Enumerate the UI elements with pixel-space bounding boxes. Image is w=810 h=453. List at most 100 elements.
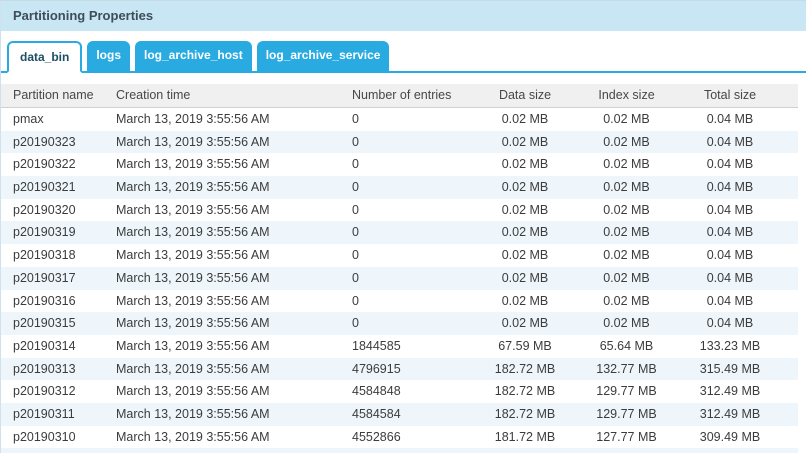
table-row: p20190321 March 13, 2019 3:55:56 AM 0 0.…: [1, 176, 798, 199]
data-size-cell: 67.59 MB: [498, 338, 552, 353]
column-header-index-size: Index size: [598, 88, 655, 102]
tab-bar: data_bin logs log_archive_host log_archi…: [1, 41, 806, 73]
column-header-creation-time: Creation time: [116, 88, 191, 102]
table-row: p20190317 March 13, 2019 3:55:56 AM 0 0.…: [1, 266, 798, 290]
creation-time-cell: March 13, 2019 3:55:56 AM: [116, 316, 270, 331]
entries-cell: 0: [352, 225, 359, 240]
data-size-cell: 0.02 MB: [501, 157, 549, 172]
index-size-cell: 0.02 MB: [603, 157, 650, 172]
creation-time-cell: March 13, 2019 3:55:56 AM: [116, 293, 270, 308]
total-size-cell: 312.49 MB: [699, 406, 761, 421]
total-size-cell: 0.04 MB: [706, 134, 754, 149]
index-size-cell: 65.64 MB: [599, 338, 654, 353]
column-header-data-size: Data size: [498, 88, 552, 102]
tab-logs[interactable]: logs: [87, 41, 131, 71]
table-row: p20190313 March 13, 2019 3:55:56 AM 4796…: [1, 357, 798, 381]
index-size-cell: 129.77 MB: [596, 406, 657, 421]
tab-log-archive-host[interactable]: log_archive_host: [135, 41, 252, 71]
index-size-cell: 0.02 MB: [603, 293, 650, 308]
total-size-cell: 0.04 MB: [706, 248, 754, 263]
partition-name-cell: p20190316: [13, 293, 76, 308]
tab-data-bin[interactable]: data_bin: [7, 41, 83, 73]
table-row: pmax March 13, 2019 3:55:56 AM 0 0.02 MB…: [1, 108, 798, 131]
total-size-cell: 315.49 MB: [699, 361, 761, 376]
index-size-cell: 127.77 MB: [596, 429, 657, 444]
creation-time-cell: March 13, 2019 3:55:56 AM: [116, 406, 270, 421]
partition-name-cell: p20190315: [13, 316, 76, 331]
tab-log-archive-service[interactable]: log_archive_service: [256, 41, 390, 71]
creation-time-cell: March 13, 2019 3:55:56 AM: [116, 248, 270, 263]
total-size-cell: 312.49 MB: [699, 384, 761, 399]
data-size-cell: 0.02 MB: [501, 248, 549, 263]
total-size-cell: 309.49 MB: [699, 429, 761, 444]
table-row: p20190315 March 13, 2019 3:55:56 AM 0 0.…: [1, 312, 798, 335]
partition-name-cell: p20190322: [13, 157, 76, 172]
entries-cell: 0: [352, 316, 359, 331]
table-row: p20190318 March 13, 2019 3:55:56 AM 0 0.…: [1, 244, 798, 267]
creation-time-cell: March 13, 2019 3:55:56 AM: [116, 429, 270, 444]
partition-name-cell: p20190321: [13, 180, 76, 195]
entries-cell: 0: [352, 112, 359, 126]
panel-title: Partitioning Properties: [1, 1, 806, 31]
index-size-cell: 0.02 MB: [603, 202, 650, 217]
creation-time-cell: March 13, 2019 3:55:56 AM: [116, 384, 270, 399]
partition-name-cell: p20190323: [13, 134, 76, 149]
entries-cell: 0: [352, 293, 359, 308]
total-size-cell: 0.04 MB: [706, 270, 754, 285]
index-size-cell: 0.02 MB: [603, 134, 650, 149]
creation-time-cell: March 13, 2019 3:55:56 AM: [116, 112, 270, 126]
data-size-cell: 181.72 MB: [494, 429, 556, 444]
data-size-cell: 0.02 MB: [501, 202, 549, 217]
data-size-cell: 0.02 MB: [501, 293, 549, 308]
total-size-cell: 0.04 MB: [706, 112, 754, 126]
partition-name-cell: p20190314: [13, 338, 76, 353]
table-row: p20190312 March 13, 2019 3:55:56 AM 4584…: [1, 380, 798, 403]
entries-cell: 0: [352, 134, 359, 149]
total-size-cell: 0.04 MB: [706, 202, 754, 217]
creation-time-cell: March 13, 2019 3:55:56 AM: [116, 180, 270, 195]
total-size-cell: 133.23 MB: [699, 338, 761, 353]
data-size-cell: 0.02 MB: [501, 225, 549, 240]
entries-cell: 0: [352, 157, 359, 172]
total-size-cell: 0.04 MB: [706, 180, 754, 195]
creation-time-cell: March 13, 2019 3:55:56 AM: [116, 338, 270, 353]
creation-time-cell: March 13, 2019 3:55:56 AM: [116, 361, 270, 376]
table-row: p20190311 March 13, 2019 3:55:56 AM 4584…: [1, 402, 798, 426]
entries-cell: 0: [352, 180, 359, 195]
table-row: p20190322 March 13, 2019 3:55:56 AM 0 0.…: [1, 153, 798, 177]
partitions-table: Partition name Creation time Number of e…: [1, 84, 798, 453]
table-body: pmax March 13, 2019 3:55:56 AM 0 0.02 MB…: [1, 108, 798, 449]
index-size-cell: 0.02 MB: [603, 180, 650, 195]
table-row: p20190320 March 13, 2019 3:55:56 AM 0 0.…: [1, 198, 798, 222]
entries-cell: 0: [352, 202, 359, 217]
creation-time-cell: March 13, 2019 3:55:56 AM: [116, 270, 270, 285]
data-size-cell: 182.72 MB: [494, 406, 556, 421]
data-size-cell: 0.02 MB: [501, 180, 549, 195]
partition-name-cell: p20190313: [13, 361, 76, 376]
table-row: p20190319 March 13, 2019 3:55:56 AM 0 0.…: [1, 221, 798, 245]
index-size-cell: 0.02 MB: [603, 316, 650, 331]
partition-name-cell: p20190317: [13, 270, 76, 285]
index-size-cell: 132.77 MB: [596, 361, 657, 376]
partition-name-cell: pmax: [13, 112, 44, 126]
table-row: p20190310 March 13, 2019 3:55:56 AM 4552…: [1, 425, 798, 449]
entries-cell: 0: [352, 248, 359, 263]
index-size-cell: 0.02 MB: [603, 112, 650, 126]
entries-cell: 4584584: [352, 406, 401, 421]
total-size-cell: 0.04 MB: [706, 293, 754, 308]
data-size-cell: 182.72 MB: [494, 384, 556, 399]
column-header-partition-name: Partition name: [13, 88, 94, 102]
table-row: p20190316 March 13, 2019 3:55:56 AM 0 0.…: [1, 289, 798, 313]
table-row: p20190323 March 13, 2019 3:55:56 AM 0 0.…: [1, 130, 798, 154]
partition-name-cell: p20190318: [13, 248, 76, 263]
entries-cell: 0: [352, 270, 359, 285]
column-header-number-of-entries: Number of entries: [352, 88, 452, 102]
data-size-cell: 0.02 MB: [501, 270, 549, 285]
partition-name-cell: p20190319: [13, 225, 76, 240]
data-size-cell: 0.02 MB: [501, 316, 549, 331]
creation-time-cell: March 13, 2019 3:55:56 AM: [116, 157, 270, 172]
index-size-cell: 0.02 MB: [603, 270, 650, 285]
table-header: Partition name Creation time Number of e…: [1, 84, 798, 108]
data-size-cell: 0.02 MB: [501, 112, 549, 126]
